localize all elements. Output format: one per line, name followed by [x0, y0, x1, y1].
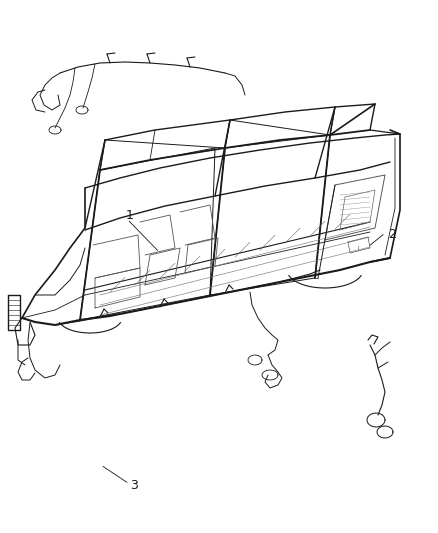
Text: 2: 2 — [388, 228, 396, 241]
Text: I: I — [357, 246, 359, 251]
Text: 1: 1 — [125, 209, 133, 222]
Text: 3: 3 — [130, 479, 138, 491]
